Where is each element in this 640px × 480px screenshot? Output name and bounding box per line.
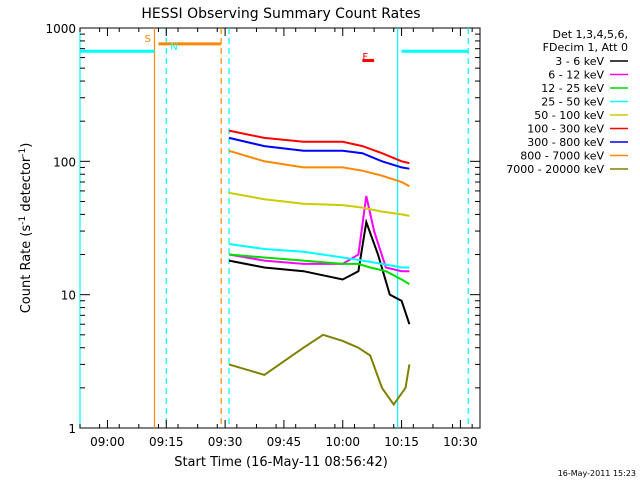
y-axis-label-sup1: -1 [18,216,28,225]
annotation-n: N [170,42,177,53]
annotation-s: S [145,34,151,45]
x-tick-label-0: 09:00 [90,435,125,449]
y-axis-ticks: 1 10 100 1000 [45,22,480,436]
series-line-8 [228,333,411,407]
y-axis-label: Count Rate (s-1 detector-1) [18,143,34,314]
series-line-0 [228,218,411,325]
plot-frame [79,27,481,429]
legend-label-4: 50 - 100 keV [534,109,604,122]
x-axis-label: Start Time (16-May-11 08:56:42) [174,455,388,470]
x-tick-label-1: 09:15 [149,435,184,449]
y-tick-label-1: 10 [61,289,76,303]
series-line-2 [228,253,410,285]
legend-label-3: 25 - 50 keV [541,96,604,109]
legend-label-0: 3 - 6 keV [555,55,604,68]
vertical-markers [79,28,469,428]
series-lines [228,129,411,407]
series-line-7 [228,149,410,188]
y-tick-label-2: 100 [53,155,76,169]
y-tick-label-3: 1000 [45,22,76,36]
legend-label-2: 12 - 25 keV [541,82,604,95]
x-tick-label-4: 10:00 [325,435,360,449]
series-line-1 [228,195,410,273]
legend-label-5: 100 - 300 keV [527,123,604,136]
x-axis-ticks: 09:00 09:15 09:30 09:45 10:00 10:15 10:30 [79,28,478,449]
legend-label-6: 300 - 800 keV [527,136,604,149]
footer-timestamp: 16-May-2011 15:23 [558,469,636,478]
y-axis-label-part1: Count Rate (s [19,225,34,314]
x-tick-label-2: 09:30 [208,435,243,449]
y-axis-label-part3: ) [19,143,34,148]
series-line-5 [228,129,410,165]
annotation-f: F [362,52,368,63]
x-tick-label-5: 10:15 [384,435,419,449]
legend-label-1: 6 - 12 keV [548,69,604,82]
legend-label-8: 7000 - 20000 keV [506,163,604,176]
x-tick-label-6: 10:30 [443,435,478,449]
y-tick-label-0: 1 [68,422,76,436]
series-line-4 [228,191,410,217]
chart-title: HESSI Observing Summary Count Rates [141,6,420,22]
legend-header-2: FDecim 1, Att 0 [543,41,628,54]
legend-label-7: 800 - 7000 keV [520,150,604,163]
flag-bars [80,42,469,63]
y-axis-label-sup2: -1 [18,148,28,157]
series-line-6 [228,136,410,170]
legend-header-1: Det 1,3,4,5,6, [552,28,628,41]
x-tick-label-3: 09:45 [267,435,302,449]
annotation-labels: S N F [145,34,369,63]
y-axis-label-part2: detector [19,156,34,216]
series-line-3 [228,243,410,269]
